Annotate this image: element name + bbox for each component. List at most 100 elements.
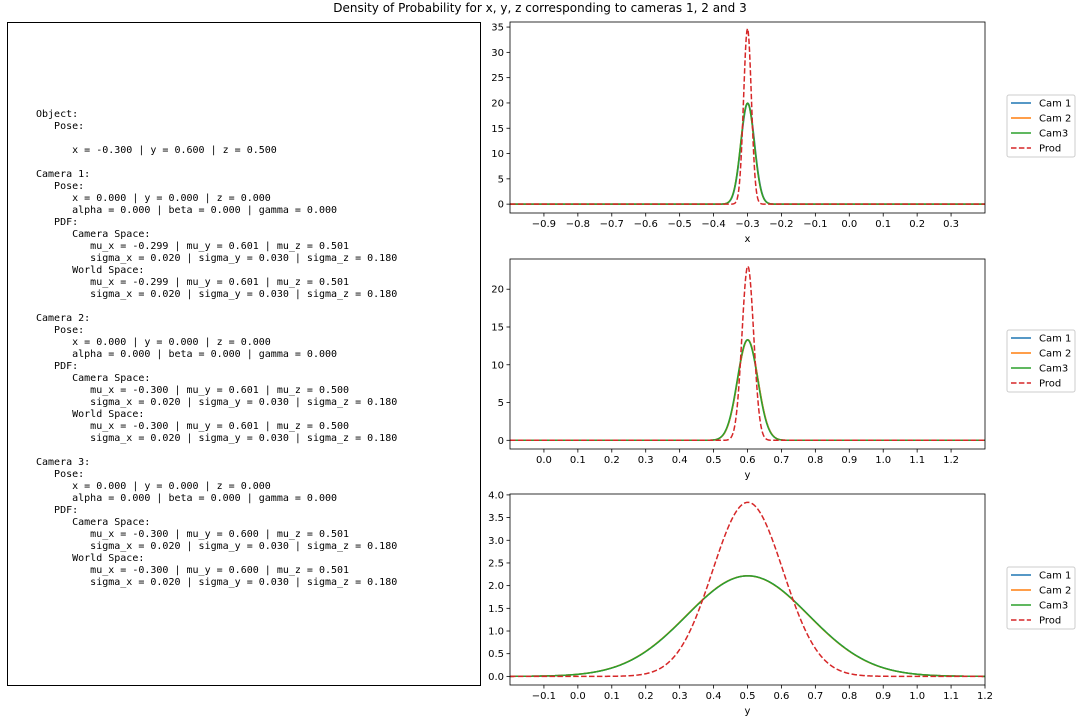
chart-y-2: −0.1 0.0 0.1 0.2 0.3 0.4 0.5 0.6 0.7 0.8 0.9 1.0 1.1… <box>488 490 1076 717</box>
info-line: mu_x = -0.300 | mu_y = 0.601 | mu_z = 0.… <box>36 385 350 396</box>
info-line: sigma_x = 0.020 | sigma_y = 0.030 | sigm… <box>36 541 398 552</box>
info-line: x = 0.000 | y = 0.000 | z = 0.000 <box>36 481 271 492</box>
legend-label: Prod <box>1039 144 1061 155</box>
legend-box <box>1006 329 1076 393</box>
info-line: Pose: <box>36 121 85 132</box>
legend-label: Cam 1 <box>1039 571 1071 582</box>
legend-label: Cam 2 <box>1039 114 1071 125</box>
info-line: Camera Space: <box>36 373 151 384</box>
y-tick-label: 3.5 <box>488 513 504 524</box>
info-line: PDF: <box>36 217 79 228</box>
info-line: Pose: <box>36 325 85 336</box>
chart-x: −0.9 −0.8 −0.7 −0.6 −0.5 −0.4 −0.3 −0.2 −0.1 0.0 0… <box>491 21 1076 245</box>
info-line: sigma_x = 0.020 | sigma_y = 0.030 | sigm… <box>36 577 398 588</box>
info-line: alpha = 0.000 | beta = 0.000 | gamma = 0… <box>36 493 338 504</box>
legend-label: Cam 1 <box>1039 99 1071 110</box>
legend-label: Cam 1 <box>1039 334 1071 345</box>
x-tick-label: 0.1 <box>875 219 891 230</box>
info-line: alpha = 0.000 | beta = 0.000 | gamma = 0… <box>36 205 338 216</box>
info-line: sigma_x = 0.020 | sigma_y = 0.030 | sigm… <box>36 289 398 300</box>
legend-box <box>1006 94 1076 158</box>
info-panel: Object: Pose: x = -0.300 | y = 0.600 | z… <box>7 22 481 686</box>
series-line-prod <box>510 501 985 678</box>
y-tick-label: 0.0 <box>488 672 504 683</box>
info-line: Camera Space: <box>36 229 151 240</box>
legend-label: Cam3 <box>1039 364 1068 375</box>
y-tick-label: 25 <box>491 73 504 84</box>
x-tick-label: 0.9 <box>841 455 857 466</box>
info-line: mu_x = -0.300 | mu_y = 0.601 | mu_z = 0.… <box>36 421 350 432</box>
legend-label: Cam 2 <box>1039 586 1071 597</box>
series-line-cam3 <box>510 575 985 678</box>
info-line: Pose: <box>36 469 85 480</box>
x-tick-label: −0.7 <box>600 219 624 230</box>
x-tick-label: 0.1 <box>604 691 620 702</box>
legend-label: Prod <box>1039 616 1061 627</box>
x-tick-label: 0.8 <box>841 691 857 702</box>
x-tick-label: 0.0 <box>536 455 552 466</box>
x-tick-label: −0.1 <box>803 219 827 230</box>
series-line-prod <box>510 28 985 205</box>
y-tick-label: 2.0 <box>488 581 504 592</box>
legend-label: Cam 2 <box>1039 349 1071 360</box>
x-tick-label: 0.7 <box>773 455 789 466</box>
info-line: Pose: <box>36 181 85 192</box>
info-line: World Space: <box>36 265 145 276</box>
y-tick-label: 20 <box>491 98 504 109</box>
x-tick-label: 0.7 <box>807 691 823 702</box>
info-line: sigma_x = 0.020 | sigma_y = 0.030 | sigm… <box>36 253 398 264</box>
info-line: x = 0.000 | y = 0.000 | z = 0.000 <box>36 337 271 348</box>
y-tick-label: 1.0 <box>488 627 504 638</box>
y-tick-label: 30 <box>491 48 504 59</box>
x-tick-label: 0.3 <box>638 455 654 466</box>
info-line: x = 0.000 | y = 0.000 | z = 0.000 <box>36 193 271 204</box>
x-tick-label: 1.2 <box>943 455 959 466</box>
x-tick-label: −0.3 <box>735 219 759 230</box>
info-line: alpha = 0.000 | beta = 0.000 | gamma = 0… <box>36 349 338 360</box>
x-tick-label: 0.3 <box>943 219 959 230</box>
info-text: Object: Pose: x = -0.300 | y = 0.600 | z… <box>36 109 397 589</box>
info-line: Camera 3: <box>36 457 91 468</box>
x-tick-label: −0.1 <box>532 691 556 702</box>
x-tick-label: 0.8 <box>807 455 823 466</box>
x-tick-label: 0.6 <box>740 455 756 466</box>
x-tick-label: 0.9 <box>875 691 891 702</box>
info-line: mu_x = -0.300 | mu_y = 0.600 | mu_z = 0.… <box>36 565 350 576</box>
plot-area <box>510 259 985 449</box>
info-line: Camera 2: <box>36 313 91 324</box>
info-line: x = -0.300 | y = 0.600 | z = 0.500 <box>36 145 277 156</box>
x-tick-label: 1.2 <box>977 691 993 702</box>
y-tick-label: 2.5 <box>488 558 504 569</box>
info-line: World Space: <box>36 553 145 564</box>
x-tick-label: −0.6 <box>634 219 658 230</box>
info-line: sigma_x = 0.020 | sigma_y = 0.030 | sigm… <box>36 397 398 408</box>
x-axis-label: y <box>745 706 751 717</box>
x-tick-label: 1.0 <box>909 691 925 702</box>
x-tick-label: 1.0 <box>875 455 891 466</box>
info-line: mu_x = -0.300 | mu_y = 0.600 | mu_z = 0.… <box>36 529 350 540</box>
info-line: PDF: <box>36 505 79 516</box>
x-tick-label: −0.9 <box>532 219 556 230</box>
x-axis-label: y <box>745 470 751 481</box>
y-tick-label: 1.5 <box>488 604 504 615</box>
x-tick-label: 0.4 <box>706 691 722 702</box>
x-tick-label: −0.5 <box>667 219 691 230</box>
plot-area <box>510 494 985 685</box>
y-tick-label: 0.5 <box>488 649 504 660</box>
x-tick-label: 0.5 <box>706 455 722 466</box>
y-tick-label: 5 <box>498 398 504 409</box>
x-tick-label: 1.1 <box>943 691 959 702</box>
legend-label: Cam3 <box>1039 601 1068 612</box>
info-line: World Space: <box>36 409 145 420</box>
x-tick-label: 0.0 <box>570 691 586 702</box>
x-tick-label: 0.1 <box>570 455 586 466</box>
y-tick-label: 15 <box>491 322 504 333</box>
x-tick-label: −0.4 <box>701 219 725 230</box>
info-line: sigma_x = 0.020 | sigma_y = 0.030 | sigm… <box>36 433 398 444</box>
info-line: PDF: <box>36 361 79 372</box>
x-tick-label: 0.5 <box>740 691 756 702</box>
info-line: Object: <box>36 109 79 120</box>
x-tick-label: 0.2 <box>638 691 654 702</box>
info-line: Camera 1: <box>36 169 91 180</box>
legend-label: Prod <box>1039 379 1061 390</box>
